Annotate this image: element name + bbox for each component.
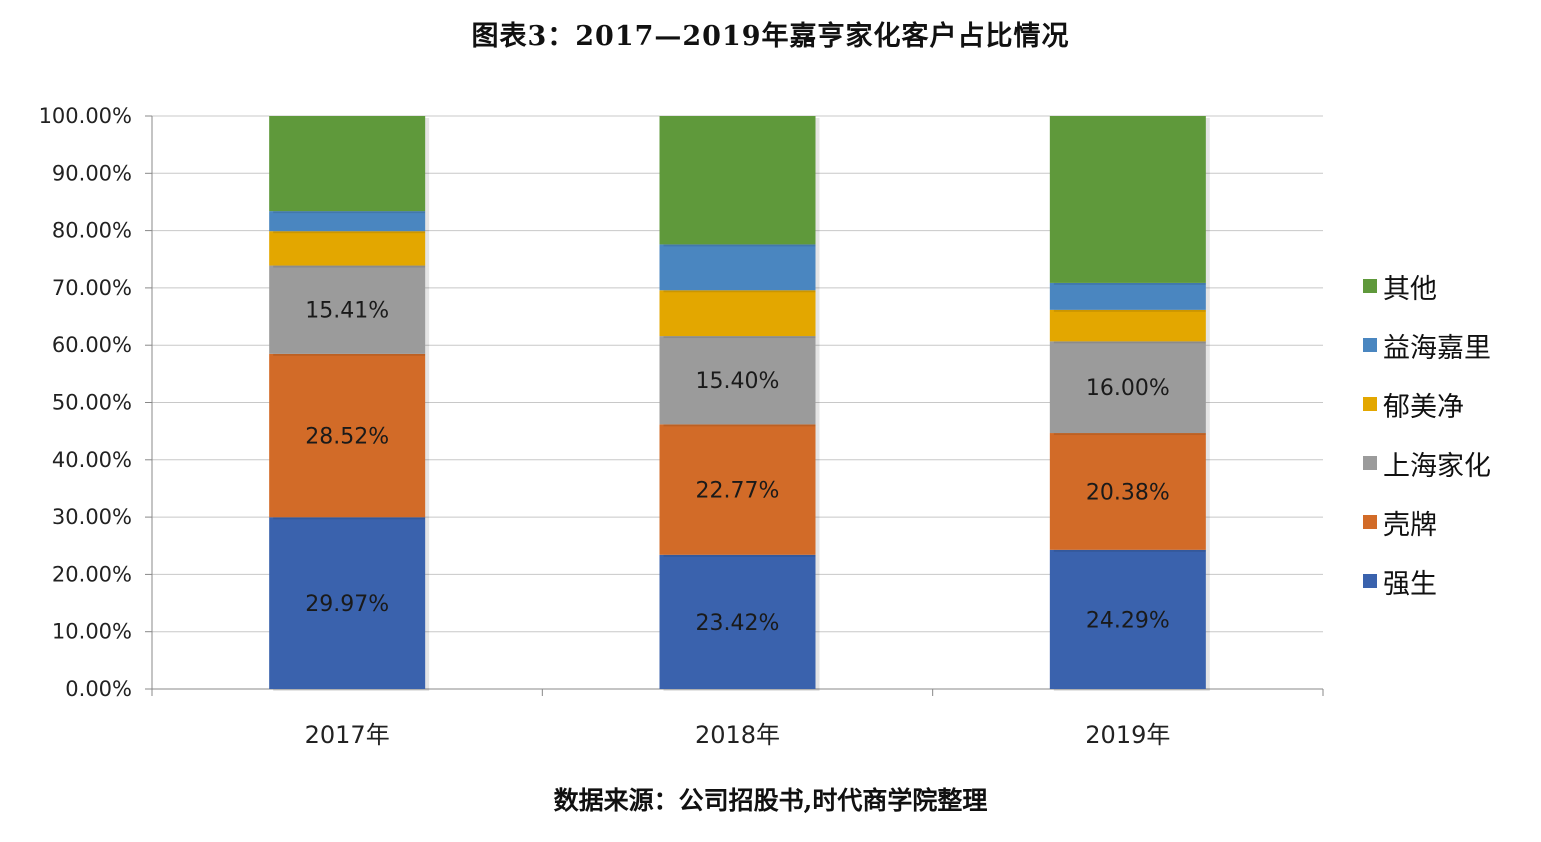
x-tick-label: 2019年 — [1085, 721, 1170, 749]
x-tick-label: 2017年 — [305, 721, 390, 749]
y-tick-label: 80.00% — [52, 219, 132, 243]
chart-source: 数据来源：公司招股书,时代商学院整理 — [553, 786, 988, 815]
bar-segment — [659, 424, 816, 555]
y-tick-label: 100.00% — [39, 104, 132, 128]
bar-segment — [1049, 116, 1206, 283]
bar-segment — [1049, 282, 1206, 310]
bar-segment — [269, 116, 426, 212]
legend-label: 上海家化 — [1383, 451, 1491, 482]
bar-segment — [659, 116, 816, 245]
x-tick-label: 2018年 — [695, 721, 780, 749]
data-label: 24.29% — [1086, 608, 1170, 633]
bar-segment — [1049, 309, 1206, 342]
legend-label: 其他 — [1383, 274, 1437, 305]
data-label: 28.52% — [305, 425, 389, 450]
bar-segment — [659, 336, 816, 425]
y-tick-label: 40.00% — [52, 448, 132, 472]
bar-segment — [1049, 341, 1206, 434]
data-label: 29.97% — [305, 592, 389, 617]
chart-title: 图表3：2017—2019年嘉亨家化客户占比情况 — [471, 21, 1070, 52]
legend-swatch — [1363, 338, 1377, 352]
y-tick-label: 50.00% — [52, 391, 132, 415]
bar-segment — [1049, 433, 1206, 550]
data-label: 16.00% — [1086, 376, 1170, 401]
y-tick-label: 90.00% — [52, 161, 132, 185]
data-label: 20.38% — [1086, 480, 1170, 505]
y-tick-label: 20.00% — [52, 562, 132, 586]
y-tick-label: 70.00% — [52, 276, 132, 300]
bar-segment — [659, 554, 816, 689]
legend-swatch — [1363, 397, 1377, 411]
bar-segment — [269, 353, 426, 518]
y-tick-label: 0.00% — [65, 677, 132, 701]
bar-segment — [659, 244, 816, 291]
bar-segment — [269, 231, 426, 266]
bar-segment — [269, 265, 426, 354]
legend-swatch — [1363, 515, 1377, 529]
data-label: 15.40% — [696, 369, 780, 394]
legend-label: 壳牌 — [1383, 510, 1437, 541]
legend-label: 郁美净 — [1383, 392, 1464, 423]
legend-swatch — [1363, 574, 1377, 588]
legend-swatch — [1363, 279, 1377, 293]
data-label: 22.77% — [696, 479, 780, 504]
y-tick-label: 30.00% — [52, 505, 132, 529]
bar-segment — [269, 211, 426, 232]
y-tick-label: 60.00% — [52, 333, 132, 357]
data-label: 23.42% — [696, 611, 780, 636]
legend-label: 强生 — [1383, 569, 1437, 600]
bar-segment — [659, 290, 816, 337]
legend-label: 益海嘉里 — [1383, 333, 1491, 364]
bar-segment — [269, 517, 426, 689]
data-label: 15.41% — [305, 299, 389, 324]
y-tick-label: 10.00% — [52, 620, 132, 644]
bar-segment — [1049, 549, 1206, 689]
legend-swatch — [1363, 456, 1377, 470]
